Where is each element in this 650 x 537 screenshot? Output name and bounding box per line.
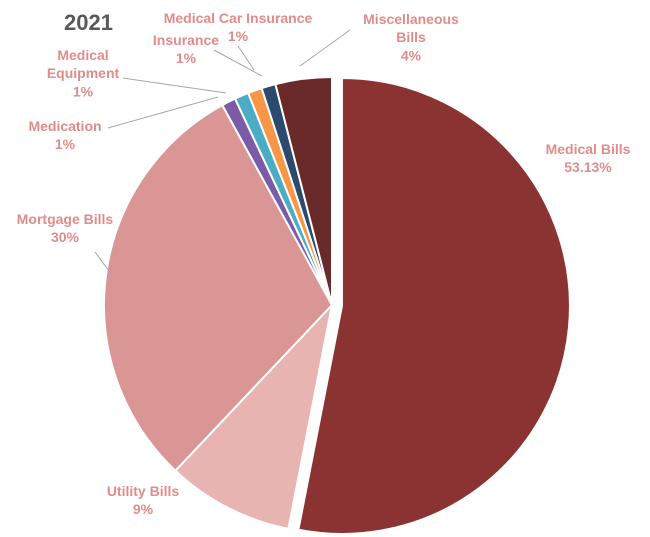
pie-slice-mortgage-bills: [103, 103, 334, 473]
slice-label-mortgage-bills: Mortgage Bills 30%: [17, 211, 114, 245]
pie-slice-medical-bills: [297, 76, 571, 535]
slice-label-medical-equipment: Medical Equipment 1%: [47, 47, 120, 99]
leader-line: [237, 45, 255, 71]
leader-line: [107, 96, 219, 129]
slice-label-utility-bills: Utility Bills 9%: [107, 483, 180, 517]
leader-line: [299, 29, 351, 67]
leader-line: [213, 49, 263, 77]
slice-label-insurance: Insurance 1%: [153, 32, 219, 66]
pie-slice-utility-bills: [173, 301, 334, 530]
pie-slice-miscellaneous-bills: [274, 75, 333, 306]
leader-line: [122, 77, 227, 94]
slice-label-medical-car-insurance: Medical Car Insurance 1%: [164, 10, 313, 44]
slice-label-miscellaneous-bills: Miscellaneous Bills 4%: [363, 11, 459, 63]
slice-label-medication: Medication 1%: [28, 118, 101, 152]
leader-line: [94, 251, 113, 276]
slice-label-medical-bills: Medical Bills 53.13%: [546, 141, 631, 175]
chart-title: 2021: [64, 10, 113, 35]
